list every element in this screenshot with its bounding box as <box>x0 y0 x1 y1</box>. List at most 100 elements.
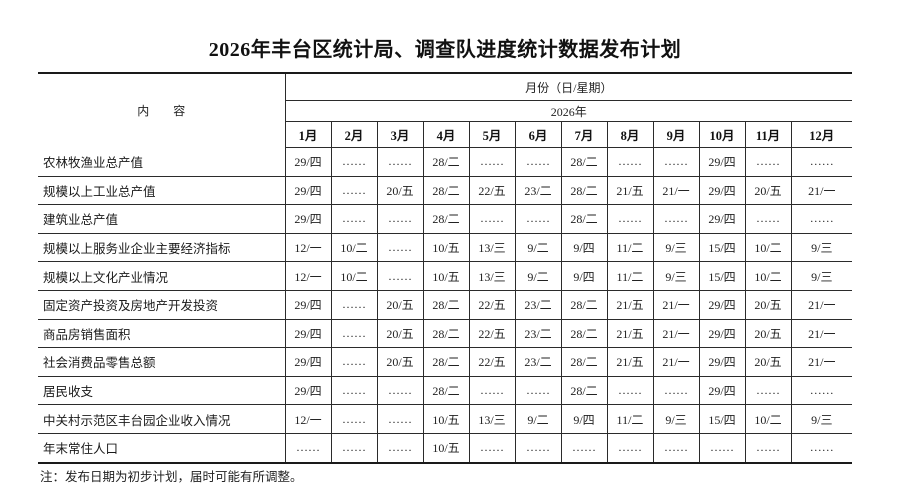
schedule-cell: 28/二 <box>423 347 470 377</box>
schedule-cell: 9/四 <box>561 261 608 291</box>
schedule-cell: …… <box>377 147 424 177</box>
table-header: 内 容 月份（日/星期） 2026年 1月 2月 3月 4月 5月 6月 7月 8月 9月 10月… <box>38 73 853 148</box>
schedule-cell: 23/二 <box>515 347 562 377</box>
schedule-cell: 20/五 <box>377 347 424 377</box>
schedule-cell: 21/五 <box>607 319 654 349</box>
schedule-cell: …… <box>791 204 853 234</box>
schedule-cell: 29/四 <box>699 347 746 377</box>
month-header: 6月 <box>515 121 562 148</box>
schedule-cell: …… <box>653 433 700 463</box>
schedule-cell: 11/二 <box>607 261 654 291</box>
month-header: 12月 <box>791 121 853 148</box>
schedule-cell: …… <box>469 204 516 234</box>
schedule-cell: 21/一 <box>653 319 700 349</box>
schedule-cell: 10/二 <box>745 261 792 291</box>
schedule-cell: 28/二 <box>561 204 608 234</box>
schedule-cell: 28/二 <box>423 204 470 234</box>
schedule-cell: 15/四 <box>699 233 746 263</box>
month-header: 1月 <box>285 121 332 148</box>
schedule-cell: 21/一 <box>653 176 700 206</box>
month-header: 11月 <box>745 121 792 148</box>
schedule-cell: …… <box>469 147 516 177</box>
schedule-cell: 28/二 <box>423 176 470 206</box>
row-label: 居民收支 <box>38 376 286 406</box>
schedule-cell: …… <box>377 433 424 463</box>
schedule-cell: …… <box>377 404 424 434</box>
schedule-cell: 29/四 <box>699 319 746 349</box>
schedule-cell: …… <box>469 376 516 406</box>
schedule-cell: …… <box>331 176 378 206</box>
schedule-cell: …… <box>331 147 378 177</box>
schedule-cell: 9/三 <box>791 404 853 434</box>
schedule-cell: 21/一 <box>791 290 853 320</box>
schedule-cell: 22/五 <box>469 176 516 206</box>
schedule-cell: 28/二 <box>561 176 608 206</box>
schedule-cell: …… <box>607 376 654 406</box>
schedule-cell: 10/二 <box>745 404 792 434</box>
schedule-cell: …… <box>331 319 378 349</box>
schedule-cell: 11/二 <box>607 404 654 434</box>
month-header: 10月 <box>699 121 746 148</box>
schedule-cell: …… <box>285 433 332 463</box>
schedule-cell: 10/五 <box>423 433 470 463</box>
schedule-cell: 22/五 <box>469 290 516 320</box>
schedule-cell: 28/二 <box>423 147 470 177</box>
header-row-months: 1月 2月 3月 4月 5月 6月 7月 8月 9月 10月 11月 12月 <box>38 121 853 148</box>
schedule-cell: 10/二 <box>331 261 378 291</box>
table-row: 商品房销售面积 29/四…… 20/五 28/二 22/五 23/二 28/二 21/五 21/… <box>38 319 853 349</box>
schedule-cell: 29/四 <box>699 147 746 177</box>
schedule-cell: 12/一 <box>285 261 332 291</box>
schedule-cell: 10/二 <box>331 233 378 263</box>
table-row: 规模以上文化产业情况 12/一 10/二…… 10/五 13/三 9/二 9/四 11/二 9/… <box>38 261 853 291</box>
schedule-cell: …… <box>515 204 562 234</box>
schedule-cell: …… <box>745 147 792 177</box>
schedule-cell: 28/二 <box>561 290 608 320</box>
schedule-cell: 21/一 <box>791 176 853 206</box>
schedule-cell: 23/二 <box>515 176 562 206</box>
header-row-group: 内 容 月份（日/星期） <box>38 73 853 148</box>
schedule-cell: 9/三 <box>653 233 700 263</box>
schedule-cell: 29/四 <box>699 376 746 406</box>
schedule-cell: 15/四 <box>699 261 746 291</box>
month-header: 9月 <box>653 121 700 148</box>
schedule-cell: 9/三 <box>653 261 700 291</box>
schedule-cell: …… <box>653 204 700 234</box>
table-row: 年末常住人口……………… 10/五………………………………………… <box>38 433 852 463</box>
row-label: 规模以上服务业企业主要经济指标 <box>38 233 286 263</box>
schedule-cell: 9/三 <box>791 261 853 291</box>
schedule-cell: …… <box>331 404 378 434</box>
schedule-cell: …… <box>515 147 562 177</box>
month-header: 8月 <box>607 121 654 148</box>
schedule-cell: 20/五 <box>377 290 424 320</box>
schedule-cell: …… <box>331 204 378 234</box>
schedule-cell: 20/五 <box>377 176 424 206</box>
schedule-cell: …… <box>331 433 378 463</box>
footnote: 注：发布日期为初步计划，届时可能有所调整。 <box>40 470 303 484</box>
table-row: 居民收支 29/四………… 28/二………… 28/二………… 29/四………… <box>38 376 853 406</box>
schedule-cell: 29/四 <box>699 290 746 320</box>
schedule-cell: 9/三 <box>653 404 700 434</box>
schedule-cell: 20/五 <box>745 290 792 320</box>
schedule-cell: …… <box>331 347 378 377</box>
schedule-cell: 10/五 <box>423 261 470 291</box>
row-label: 商品房销售面积 <box>38 319 286 349</box>
schedule-cell: …… <box>561 433 608 463</box>
row-label: 固定资产投资及房地产开发投资 <box>38 290 286 320</box>
row-label: 规模以上文化产业情况 <box>38 261 286 291</box>
schedule-cell: …… <box>377 233 424 263</box>
row-label: 建筑业总产值 <box>38 204 286 234</box>
schedule-cell: 13/三 <box>469 233 516 263</box>
schedule-cell: …… <box>791 147 853 177</box>
schedule-cell: 10/五 <box>423 233 470 263</box>
schedule-cell: 23/二 <box>515 319 562 349</box>
schedule-cell: 21/一 <box>791 319 853 349</box>
schedule-cell: 28/二 <box>561 147 608 177</box>
schedule-cell: 29/四 <box>285 204 332 234</box>
schedule-cell: 29/四 <box>285 347 332 377</box>
schedule-cell: …… <box>515 376 562 406</box>
schedule-cell: 13/三 <box>469 404 516 434</box>
table-row: 建筑业总产值 29/四………… 28/二………… 28/二………… 29/四………… <box>38 204 853 234</box>
table-row: 社会消费品零售总额 29/四…… 20/五 28/二 22/五 23/二 28/二 21/五 2… <box>38 347 853 377</box>
header-row-year: 2026年 <box>38 100 853 122</box>
schedule-cell: 9/三 <box>791 233 853 263</box>
